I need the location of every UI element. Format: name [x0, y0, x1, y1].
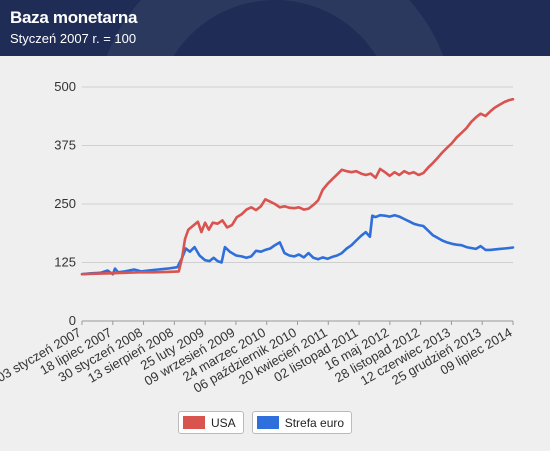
legend-swatch-usa: [183, 416, 205, 429]
series-line-usa: [80, 97, 515, 276]
y-tick-label-125: 125: [54, 255, 76, 270]
chart-subtitle: Styczeń 2007 r. = 100: [10, 31, 137, 46]
y-tick-label-500: 500: [54, 79, 76, 94]
legend-label-usa: USA: [211, 415, 236, 430]
y-axis-ticks: 0 125 250 375 500: [54, 79, 76, 328]
y-tick-label-250: 250: [54, 196, 76, 211]
legend: USA Strefa euro: [178, 411, 353, 434]
grid-lines: [82, 86, 513, 322]
series-lines: [80, 97, 515, 276]
legend-swatch-strefa-euro: [256, 416, 279, 429]
legend-item-strefa-euro[interactable]: Strefa euro: [251, 411, 353, 434]
header-bar: [0, 0, 550, 56]
legend-label-strefa-euro: Strefa euro: [284, 415, 345, 430]
legend-item-usa[interactable]: USA: [178, 411, 244, 434]
y-tick-label-0: 0: [69, 313, 76, 328]
chart-title: Baza monetarna: [10, 8, 138, 27]
y-tick-label-375: 375: [54, 138, 76, 153]
series-line-strefa-euro: [80, 213, 515, 276]
